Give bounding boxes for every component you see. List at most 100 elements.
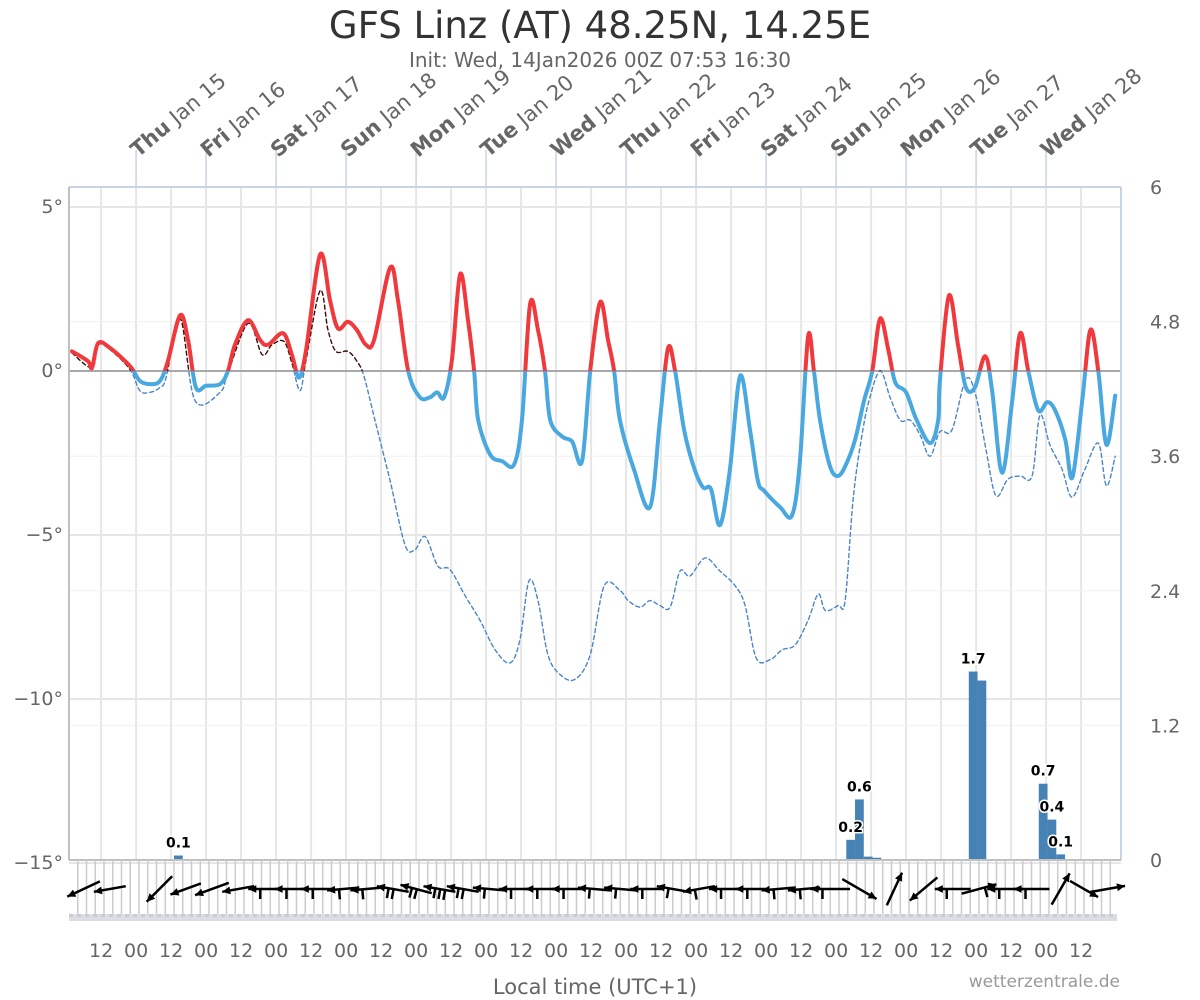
chart-title: GFS Linz (AT) 48.25N, 14.25E xyxy=(328,4,872,47)
wind-band-dash xyxy=(397,914,401,917)
wind-arrow-head xyxy=(810,885,819,893)
hour-tick-label: 00 xyxy=(824,940,848,962)
wind-band-dash xyxy=(317,914,321,917)
wind-arrow xyxy=(221,884,255,895)
wind-band-dash xyxy=(269,914,273,917)
wind-band-dash xyxy=(341,914,345,917)
precip-bar xyxy=(872,857,882,860)
wind-band-dash xyxy=(517,914,521,917)
precip-label: 0.1 xyxy=(166,836,191,852)
hour-tick-label: 12 xyxy=(229,940,253,962)
left-axis-tick-label: −15° xyxy=(13,852,63,874)
left-axis-tick-label: 0° xyxy=(41,360,63,382)
wind-band-dash xyxy=(797,914,801,917)
wind-band-dash xyxy=(477,914,481,917)
wind-arrow-head xyxy=(1089,889,1099,898)
wind-band-dash xyxy=(717,914,721,917)
wind-barb xyxy=(413,888,419,900)
wind-band-dash xyxy=(829,914,833,917)
hour-tick-label: 00 xyxy=(894,940,918,962)
wind-band-dash xyxy=(1021,914,1025,917)
wind-band-dash xyxy=(773,914,777,917)
wind-band-dash xyxy=(445,914,449,917)
wind-band-dash xyxy=(1045,914,1049,917)
wind-band-dash xyxy=(965,914,969,917)
wind-band-dash xyxy=(493,914,497,917)
wind-arrow xyxy=(423,883,456,901)
wind-band-dash xyxy=(173,914,177,917)
wind-arrow-head xyxy=(787,885,797,894)
wind-band-dash xyxy=(101,914,105,917)
precip-label: 0.6 xyxy=(847,779,872,795)
wind-band-dash xyxy=(573,914,577,917)
wind-arrow-head xyxy=(248,885,257,893)
wind-band-dash xyxy=(261,914,265,917)
wind-band-dash xyxy=(661,914,665,917)
wind-arrow xyxy=(350,885,383,900)
hour-tick-label: 00 xyxy=(964,940,988,962)
wind-band-dash xyxy=(1005,914,1009,917)
wind-band-dash xyxy=(237,914,241,917)
wind-arrow-head xyxy=(1062,873,1070,883)
day-label-date: Jan 24 xyxy=(790,72,857,134)
wind-band-dash xyxy=(885,914,889,917)
wind-band-dash xyxy=(213,914,217,917)
wind-arrow-head xyxy=(987,885,996,893)
wind-band-dash xyxy=(853,914,857,917)
hour-tick-label: 12 xyxy=(509,940,533,962)
wind-band-dash xyxy=(85,914,89,917)
wind-band-dash xyxy=(333,914,337,917)
precip-bar xyxy=(846,839,856,860)
precip-bar xyxy=(968,671,978,860)
wind-band-dash xyxy=(357,914,361,917)
wind-arrow xyxy=(66,880,101,898)
wind-band-dash xyxy=(813,914,817,917)
wind-band-dash xyxy=(989,914,993,917)
dewpoint-series xyxy=(71,289,1116,682)
wind-arrow xyxy=(1050,872,1071,906)
precip-bar xyxy=(977,680,987,860)
wind-band-dash xyxy=(877,914,881,917)
wind-arrow-head xyxy=(170,888,180,896)
wind-band-dash xyxy=(1013,914,1017,917)
wind-band-dash xyxy=(949,914,953,917)
precip-bar xyxy=(1047,819,1057,860)
wind-band-dash xyxy=(845,914,849,917)
wind-band-dash xyxy=(365,914,369,917)
wind-band-dash xyxy=(637,914,641,917)
wind-arrow xyxy=(761,885,794,900)
wind-arrow-head xyxy=(1116,883,1126,892)
hour-tick-label: 12 xyxy=(439,940,463,962)
wind-band-dash xyxy=(133,914,137,917)
wind-band-dash xyxy=(693,914,697,917)
wind-arrow-head xyxy=(146,893,156,902)
wind-band-dash xyxy=(309,914,313,917)
temperature-line-below-zero xyxy=(131,371,1118,528)
hour-tick-label: 12 xyxy=(89,940,113,962)
wind-barb xyxy=(361,889,365,900)
dewpoint-line-above-zero xyxy=(71,289,882,371)
wind-band-dash xyxy=(277,914,281,917)
wind-band-dash xyxy=(821,914,825,917)
wind-band-dash xyxy=(405,914,409,917)
wind-arrow-head xyxy=(67,889,77,897)
wind-arrow xyxy=(682,884,716,900)
wind-barb xyxy=(390,888,395,900)
wind-band-dash xyxy=(525,914,529,917)
wind-arrow-head xyxy=(895,872,903,882)
precipitation-labels: 0.1 0.2 0.6 1.7 0.7 0.4 0.1 xyxy=(164,650,1074,853)
wind-barb xyxy=(482,888,487,899)
wind-band-dash xyxy=(581,914,585,917)
wind-band-dash xyxy=(893,914,897,917)
wind-band-dash xyxy=(765,914,769,917)
wind-band-dash xyxy=(293,914,297,917)
wind-band-dash xyxy=(1109,914,1113,917)
wind-arrow-head xyxy=(499,885,508,893)
wind-barb xyxy=(460,888,465,900)
credit-text: wetterzentrale.de xyxy=(968,972,1120,992)
wind-arrow-head xyxy=(327,885,336,894)
wind-arrow xyxy=(446,883,479,900)
wind-arrow-head xyxy=(683,886,692,895)
wind-band-dash xyxy=(165,914,169,917)
precip-bar xyxy=(1056,854,1066,860)
